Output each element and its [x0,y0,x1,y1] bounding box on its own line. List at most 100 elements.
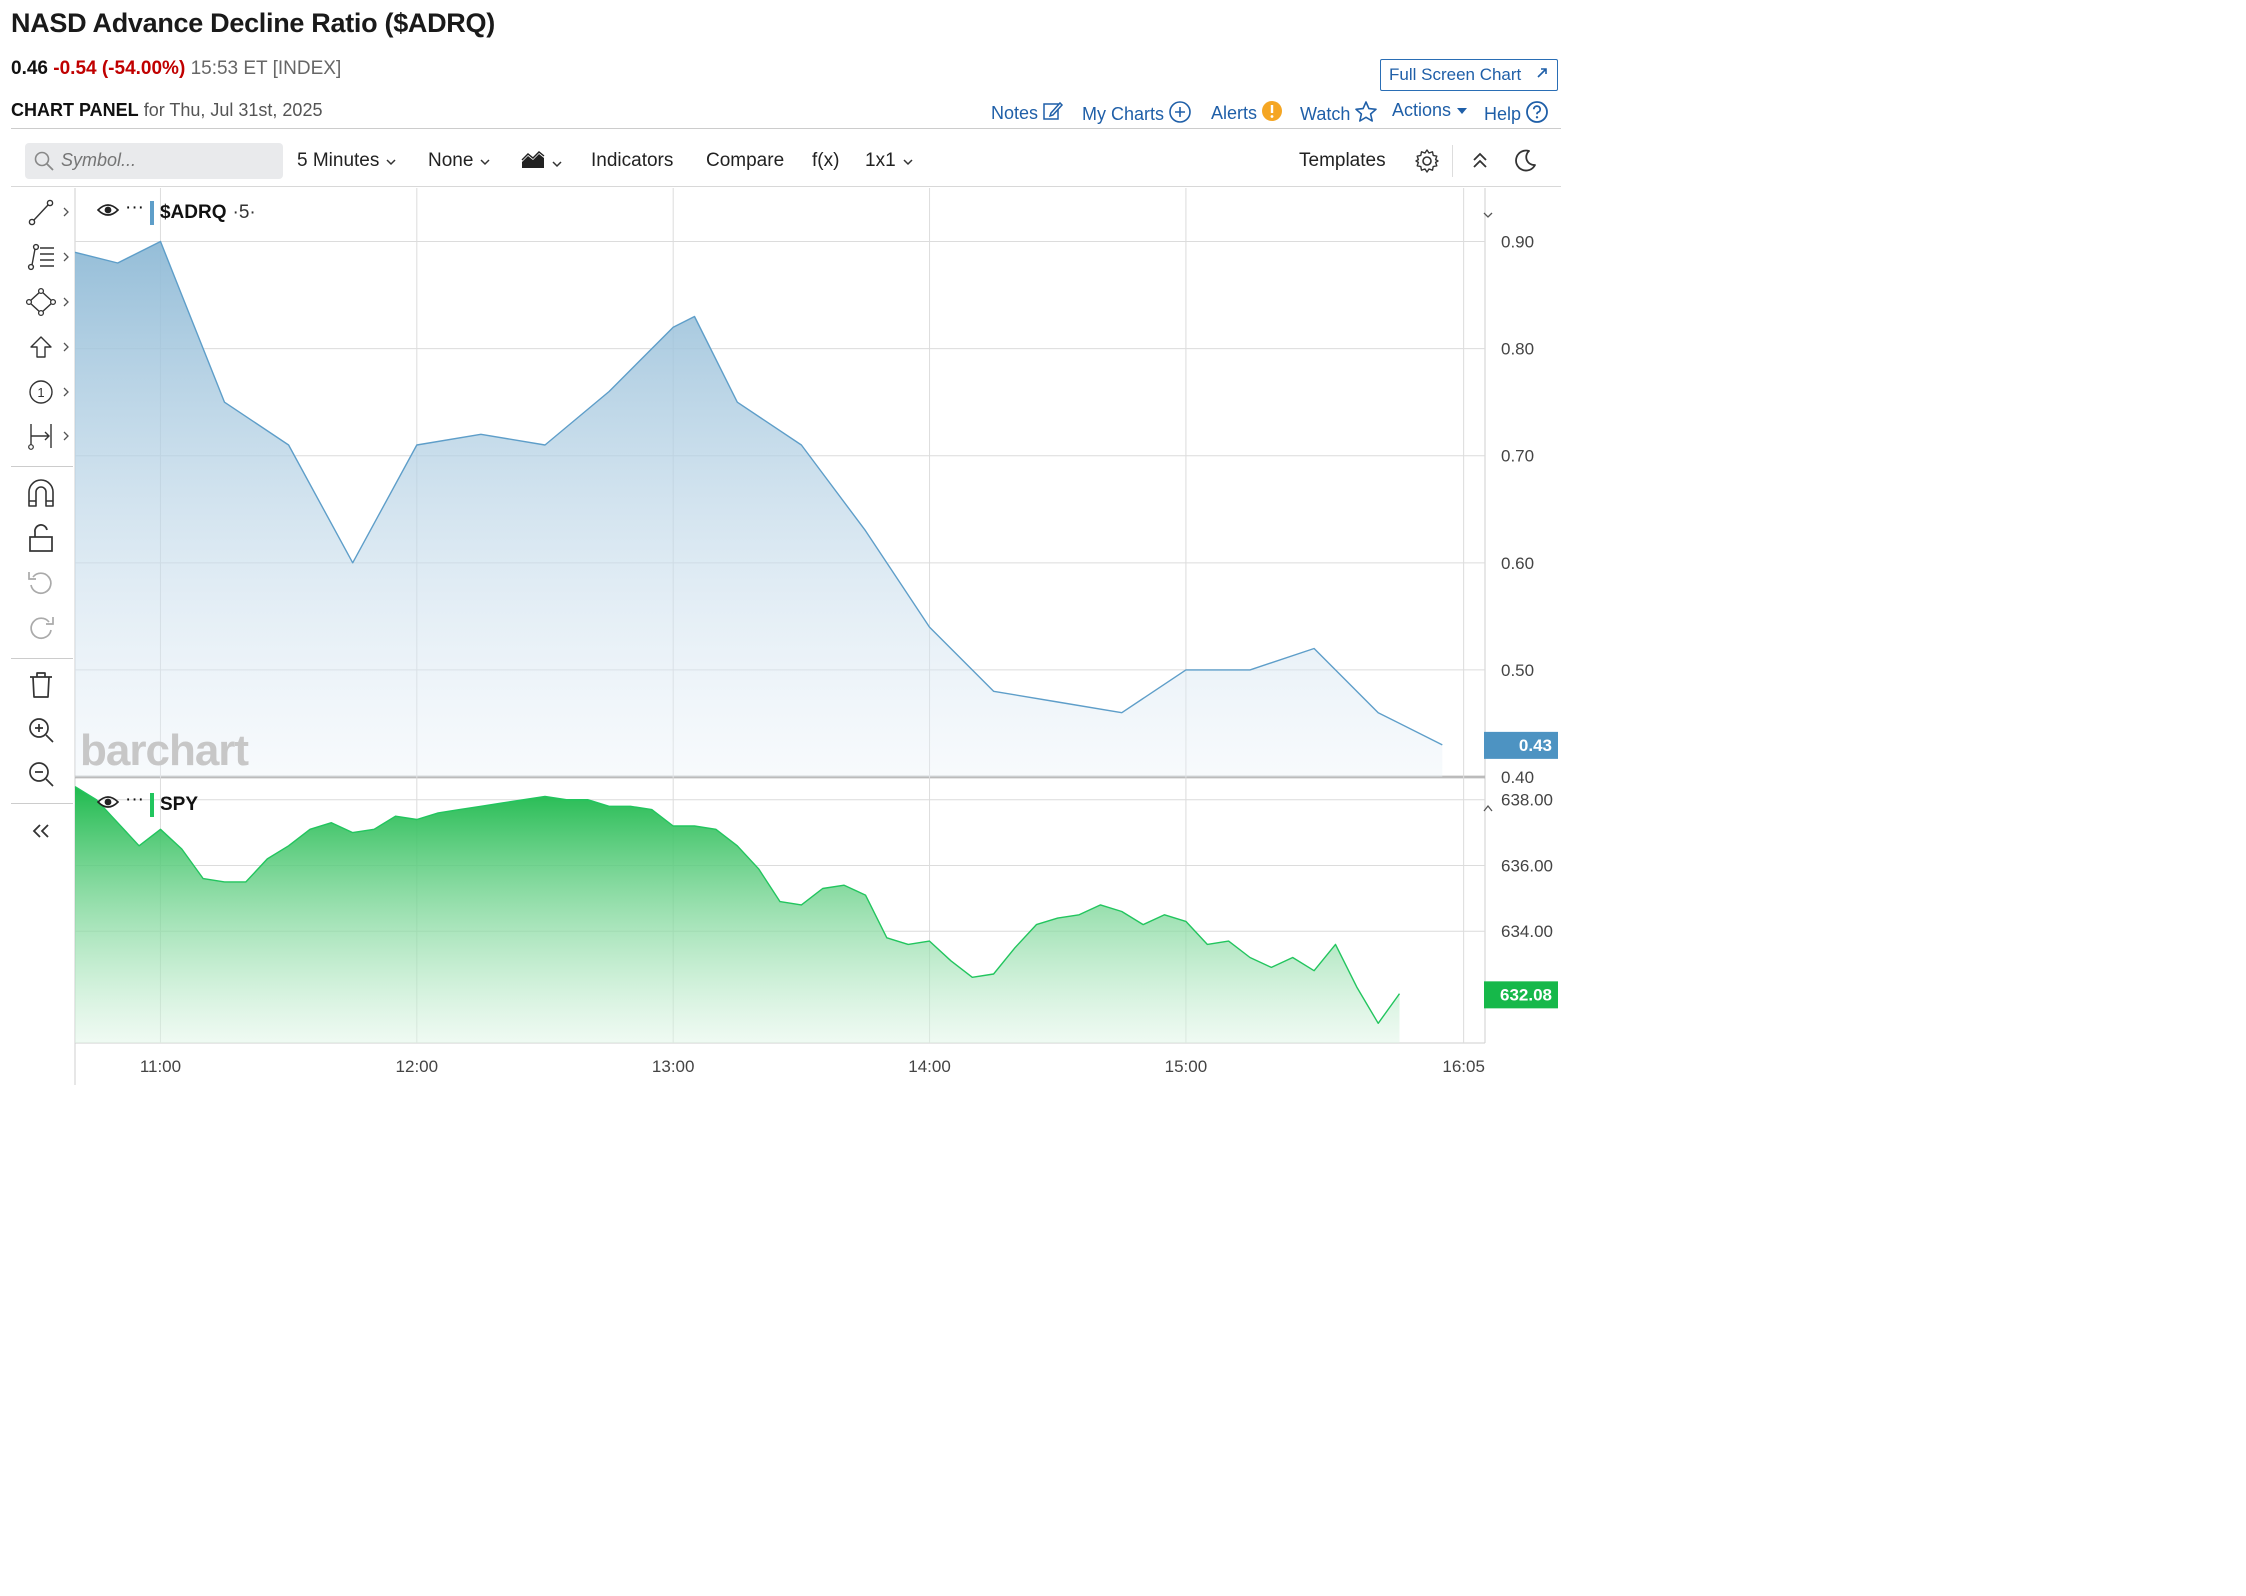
delete-drawings-button[interactable] [24,669,74,705]
gear-icon [1414,148,1440,180]
measure-tool-icon [24,421,74,456]
chart-panel-date: for Thu, Jul 31st, 2025 [143,100,323,120]
toolbar-divider-bottom [11,186,1561,187]
zoom-out-button[interactable] [24,758,74,794]
x-tick-label: 11:00 [140,1057,181,1076]
chevron-down-icon [551,152,563,174]
full-screen-chart-button[interactable]: Full Screen Chart [1380,59,1558,91]
chart-areas [74,240,1443,1043]
notes-link[interactable]: Notes [991,100,1064,127]
chart-axes: 11:00 12:00 13:00 14:00 15:00 16:05 0.40 0.50 0.… [140,212,1558,1076]
magnet-button[interactable] [24,478,74,514]
actions-label: Actions [1392,100,1452,120]
chevron-down-icon [1483,212,1493,218]
chart-panel-label: CHART PANEL [11,100,139,120]
alert-icon [1261,100,1283,127]
symbol-search-input[interactable] [59,149,273,172]
shape-tool-button[interactable] [24,286,74,322]
zoom-in-button[interactable] [24,714,74,750]
overlay-label: None [428,150,474,171]
spy-y-tick-label: 638.00 [1501,791,1553,810]
fib-tool-icon [24,242,74,277]
redo-icon [24,612,58,649]
quote-line: 0.46 -0.54 (-54.00%) 15:53 ET [INDEX] [11,58,341,80]
measure-tool-button[interactable] [24,420,74,456]
adrq-color-bar [149,201,154,225]
eye-icon[interactable] [96,202,120,224]
templates-button[interactable]: Templates [1299,150,1386,171]
line-tool-button[interactable] [24,196,74,232]
settings-button[interactable] [1414,148,1440,180]
shape-tool-icon [24,287,74,322]
full-screen-label: Full Screen Chart [1389,65,1522,84]
chevron-down-icon [385,150,397,172]
spy-y-tick-label: 634.00 [1501,922,1553,941]
undo-icon [24,567,58,604]
x-tick-label: 13:00 [652,1057,695,1076]
fx-button[interactable]: f(x) [812,150,840,171]
eye-icon[interactable] [96,794,120,816]
counter-tool-icon: 1 [24,377,74,412]
lock-button[interactable] [24,523,74,559]
spy-last-value-label: 632.08 [1500,985,1552,1004]
alerts-label: Alerts [1211,103,1258,123]
more-icon[interactable]: ··· [125,789,144,810]
spy-last-value-badge [1484,981,1558,1009]
spy-legend[interactable]: ··· SPY [96,789,198,817]
undo-button[interactable] [24,567,74,603]
redo-button[interactable] [24,612,74,648]
my-charts-link[interactable]: My Charts [1082,100,1192,129]
chevron-up-icon [1483,804,1493,812]
my-charts-label: My Charts [1082,104,1165,124]
interval-dropdown[interactable]: 5 Minutes [297,150,397,172]
toolbar-divider [1452,145,1453,177]
page-title: NASD Advance Decline Ratio ($ADRQ) [11,8,495,38]
caret-down-icon [1455,100,1469,121]
interval-label: 5 Minutes [297,150,380,171]
adrq-symbol: $ADRQ [159,202,227,223]
x-tick-label: 16:05 [1442,1057,1485,1076]
adrq-y-tick-label: 0.80 [1501,340,1534,359]
adrq-legend[interactable]: ··· $ADRQ ·5· [96,197,256,225]
chart-type-dropdown[interactable] [521,150,563,176]
layout-dropdown[interactable]: 1x1 [865,150,914,172]
area-chart-icon [521,150,545,176]
chevron-down-icon [479,150,491,172]
more-icon[interactable]: ··· [125,197,144,218]
last-price: 0.46 [11,58,48,79]
sidebar-divider [11,658,73,659]
chart-canvas[interactable]: 11:00 12:00 13:00 14:00 15:00 16:05 0.40 0.50 0.… [0,0,1568,1092]
arrow-tool-button[interactable] [24,331,74,367]
compare-button[interactable]: Compare [706,150,785,171]
adrq-last-value-badge [1484,731,1558,759]
adrq-series-line [74,240,1443,746]
counter-tool-button[interactable]: 1 [24,376,74,412]
alerts-link[interactable]: Alerts [1211,100,1283,127]
spy-color-bar [149,793,154,817]
watch-link[interactable]: Watch [1300,100,1378,129]
adrq-y-tick-label: 0.70 [1501,447,1534,466]
chart-panel-heading: CHART PANEL for Thu, Jul 31st, 2025 [11,100,322,121]
plus-circle-icon [1168,100,1192,129]
collapse-up-icon [1470,150,1490,178]
dark-mode-toggle[interactable] [1512,148,1538,180]
collapse-header-button[interactable] [1470,150,1490,178]
expand-icon [1535,60,1549,90]
barchart-watermark: barchart [80,726,249,775]
adrq-y-tick-label: 0.90 [1501,233,1534,252]
actions-menu[interactable]: Actions [1392,100,1469,121]
svg-text:1: 1 [37,385,44,400]
collapse-sidebar-button[interactable] [24,815,74,851]
adrq-y-tick-label: 0.60 [1501,554,1534,573]
symbol-search[interactable] [25,143,283,179]
fib-tool-button[interactable] [24,241,74,277]
overlay-dropdown[interactable]: None [428,150,491,172]
chevron-down-icon [902,150,914,172]
zoom-out-icon [24,758,58,795]
adrq-interval: ·5· [232,202,256,223]
indicators-button[interactable]: Indicators [591,150,674,171]
line-tool-icon [24,197,74,232]
search-icon [33,150,55,177]
help-link[interactable]: Help [1484,100,1549,129]
magnet-icon [24,478,58,515]
